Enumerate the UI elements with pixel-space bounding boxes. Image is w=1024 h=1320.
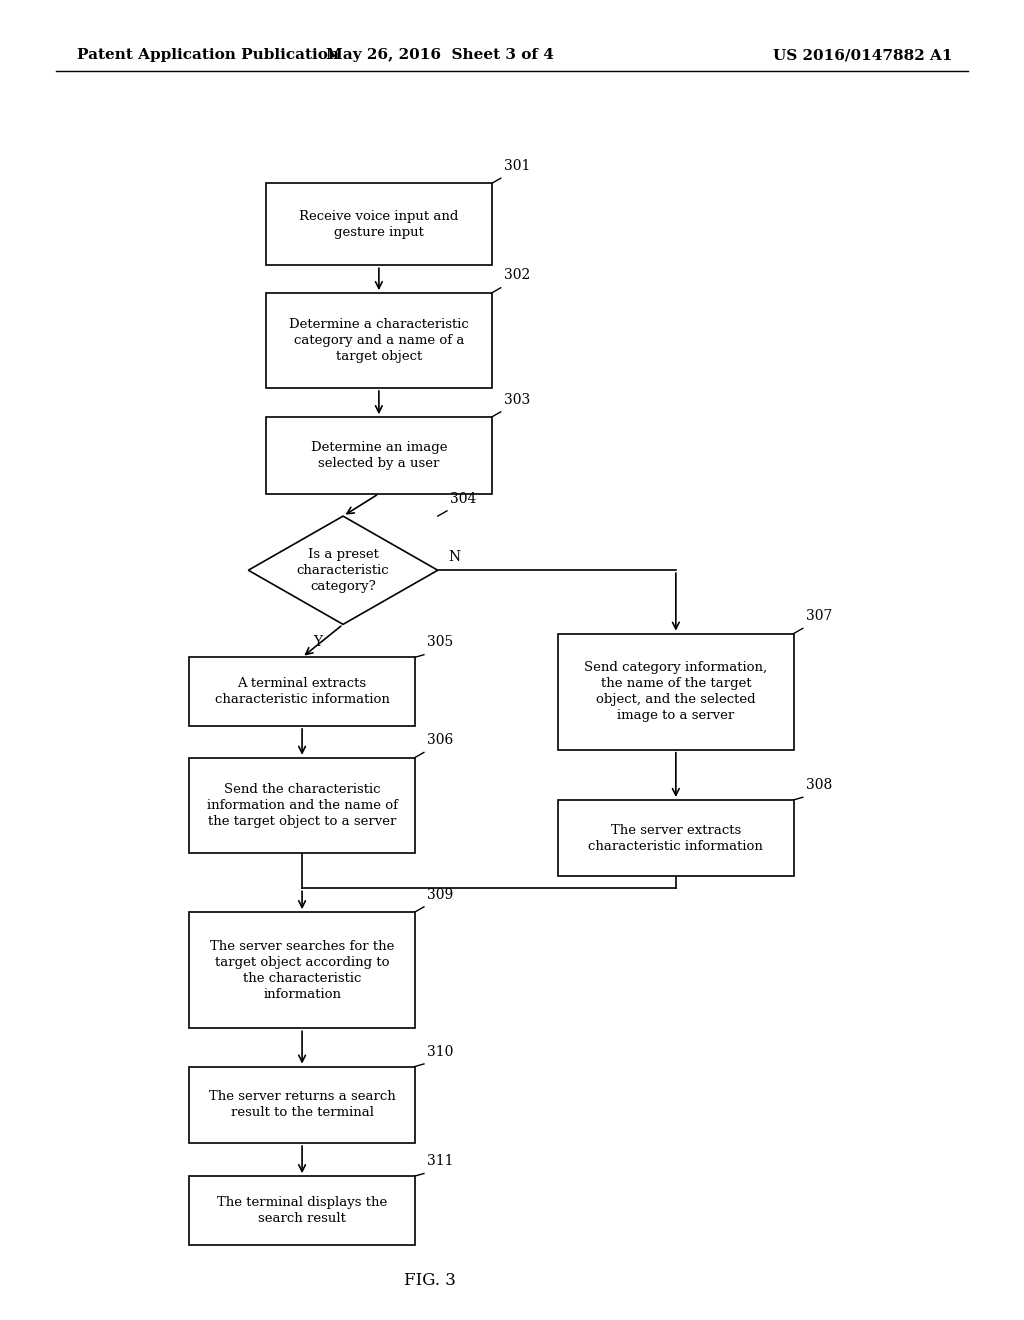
Text: A terminal extracts
characteristic information: A terminal extracts characteristic infor… [215, 677, 389, 706]
Text: The server searches for the
target object according to
the characteristic
inform: The server searches for the target objec… [210, 940, 394, 1001]
Text: Determine an image
selected by a user: Determine an image selected by a user [310, 441, 447, 470]
Text: 305: 305 [427, 635, 454, 649]
Text: The server extracts
characteristic information: The server extracts characteristic infor… [589, 824, 763, 853]
Text: Determine a characteristic
category and a name of a
target object: Determine a characteristic category and … [289, 318, 469, 363]
Text: Send the characteristic
information and the name of
the target object to a serve: Send the characteristic information and … [207, 783, 397, 828]
Polygon shape [249, 516, 438, 624]
Text: 302: 302 [504, 268, 530, 282]
Text: 308: 308 [806, 777, 833, 792]
Text: Patent Application Publication: Patent Application Publication [77, 49, 339, 62]
FancyBboxPatch shape [189, 912, 415, 1028]
FancyBboxPatch shape [558, 800, 794, 876]
Text: May 26, 2016  Sheet 3 of 4: May 26, 2016 Sheet 3 of 4 [327, 49, 554, 62]
Text: 304: 304 [451, 491, 476, 506]
FancyBboxPatch shape [266, 183, 492, 265]
Text: Is a preset
characteristic
category?: Is a preset characteristic category? [297, 548, 389, 593]
Text: 301: 301 [504, 158, 530, 173]
FancyBboxPatch shape [189, 657, 415, 726]
Text: US 2016/0147882 A1: US 2016/0147882 A1 [773, 49, 952, 62]
FancyBboxPatch shape [266, 417, 492, 494]
Text: Send category information,
the name of the target
object, and the selected
image: Send category information, the name of t… [585, 661, 767, 722]
Text: FIG. 3: FIG. 3 [404, 1272, 456, 1288]
Text: The server returns a search
result to the terminal: The server returns a search result to th… [209, 1090, 395, 1119]
Text: 306: 306 [427, 733, 454, 747]
FancyBboxPatch shape [558, 634, 794, 750]
FancyBboxPatch shape [189, 758, 415, 853]
Text: 311: 311 [427, 1154, 454, 1168]
FancyBboxPatch shape [266, 293, 492, 388]
Text: 307: 307 [806, 609, 833, 623]
Text: 309: 309 [427, 887, 454, 902]
Text: Receive voice input and
gesture input: Receive voice input and gesture input [299, 210, 459, 239]
Text: 310: 310 [427, 1044, 454, 1059]
FancyBboxPatch shape [189, 1176, 415, 1245]
Text: Y: Y [313, 635, 322, 649]
Text: N: N [449, 550, 460, 564]
Text: 303: 303 [504, 392, 530, 407]
FancyBboxPatch shape [189, 1067, 415, 1143]
Text: The terminal displays the
search result: The terminal displays the search result [217, 1196, 387, 1225]
